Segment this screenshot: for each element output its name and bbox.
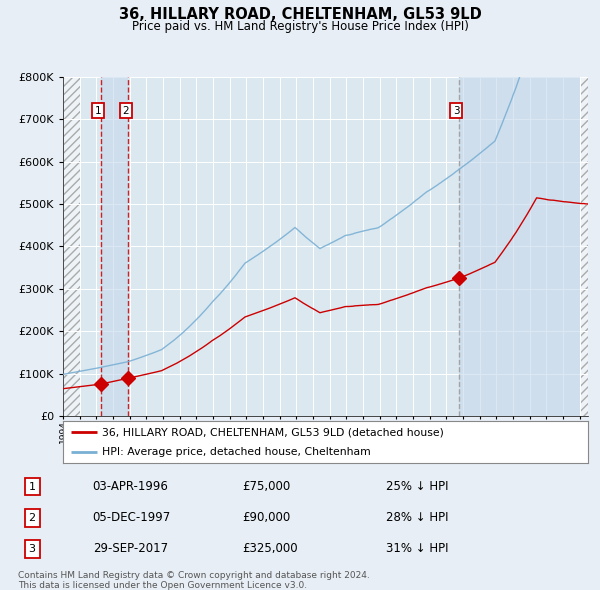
Text: 05-DEC-1997: 05-DEC-1997 [92, 511, 171, 525]
Text: 03-APR-1996: 03-APR-1996 [92, 480, 169, 493]
Text: £90,000: £90,000 [242, 511, 290, 525]
Bar [580, 77, 588, 416]
Text: 25% ↓ HPI: 25% ↓ HPI [386, 480, 449, 493]
Bar [580, 77, 588, 416]
Bar [63, 77, 80, 416]
Text: Price paid vs. HM Land Registry's House Price Index (HPI): Price paid vs. HM Land Registry's House … [131, 20, 469, 33]
Text: 3: 3 [29, 544, 35, 554]
Text: 31% ↓ HPI: 31% ↓ HPI [386, 542, 449, 555]
Text: 28% ↓ HPI: 28% ↓ HPI [386, 511, 449, 525]
Text: 3: 3 [453, 106, 460, 116]
Text: £325,000: £325,000 [242, 542, 298, 555]
Text: Contains HM Land Registry data © Crown copyright and database right 2024.
This d: Contains HM Land Registry data © Crown c… [18, 571, 370, 590]
Text: £75,000: £75,000 [242, 480, 290, 493]
Text: 1: 1 [95, 106, 101, 116]
Text: 1: 1 [29, 481, 35, 491]
Text: 36, HILLARY ROAD, CHELTENHAM, GL53 9LD: 36, HILLARY ROAD, CHELTENHAM, GL53 9LD [119, 7, 481, 22]
Bar [101, 77, 128, 416]
Bar [459, 77, 580, 416]
Bar [63, 77, 80, 416]
Text: 2: 2 [29, 513, 36, 523]
Text: 29-SEP-2017: 29-SEP-2017 [92, 542, 168, 555]
Text: HPI: Average price, detached house, Cheltenham: HPI: Average price, detached house, Chel… [103, 447, 371, 457]
Text: 36, HILLARY ROAD, CHELTENHAM, GL53 9LD (detached house): 36, HILLARY ROAD, CHELTENHAM, GL53 9LD (… [103, 427, 444, 437]
Text: 2: 2 [122, 106, 129, 116]
